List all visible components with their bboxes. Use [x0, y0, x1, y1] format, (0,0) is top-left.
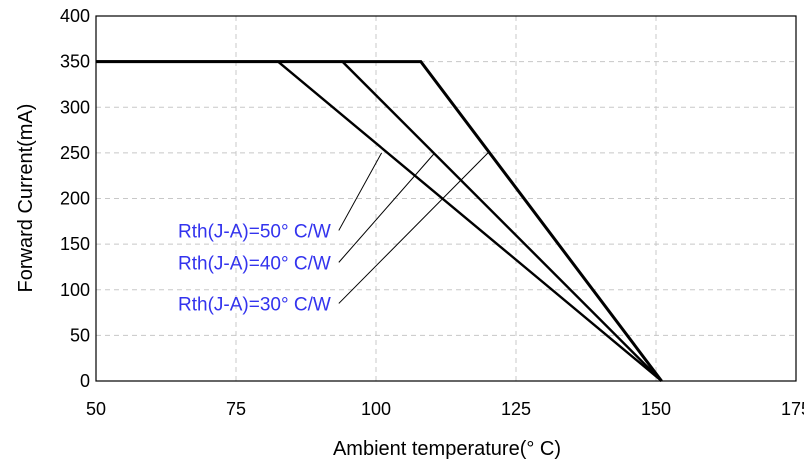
- annotation-label-2: Rth(J-A)=30° C/W: [178, 294, 331, 315]
- x-tick-label-1: 75: [226, 399, 246, 419]
- y-tick-label-1: 50: [70, 325, 90, 345]
- y-tick-label-3: 150: [60, 234, 90, 254]
- annotations: Rth(J-A)=50° C/W Rth(J-A)=40° C/W Rth(J-A)…: [178, 152, 489, 315]
- y-tick-label-7: 350: [60, 52, 90, 72]
- y-tick-label-8: 400: [60, 6, 90, 26]
- y-tick-label-4: 200: [60, 189, 90, 209]
- annotation-leader-0: [338, 152, 383, 231]
- x-tick-label-3: 125: [501, 399, 531, 419]
- y-tick-label-2: 100: [60, 280, 90, 300]
- y-tick-label-0: 0: [80, 371, 90, 391]
- series-line-2: [96, 60, 663, 382]
- y-axis-title: Forward Current(mA): [15, 104, 37, 293]
- x-tick-label-4: 150: [641, 399, 671, 419]
- y-tick-label-5: 250: [60, 143, 90, 163]
- annotation-leader-1: [338, 152, 436, 263]
- grid: [96, 16, 796, 381]
- y-tick-labels: 0 50 100 150 200 250 300 350 400: [60, 6, 90, 391]
- x-axis-title: Ambient temperature(° C): [333, 438, 561, 460]
- annotation-label-0: Rth(J-A)=50° C/W: [178, 221, 331, 242]
- x-tick-label-2: 100: [361, 399, 391, 419]
- x-tick-label-0: 50: [86, 399, 106, 419]
- x-tick-labels: 50 75 100 125 150 175: [86, 399, 804, 419]
- annotation-leader-2: [338, 152, 489, 304]
- annotation-label-1: Rth(J-A)=40° C/W: [178, 253, 331, 274]
- plot-frame: [95, 15, 797, 382]
- x-tick-label-5: 175: [781, 399, 804, 419]
- y-tick-label-6: 300: [60, 97, 90, 117]
- series-lines: [96, 60, 663, 382]
